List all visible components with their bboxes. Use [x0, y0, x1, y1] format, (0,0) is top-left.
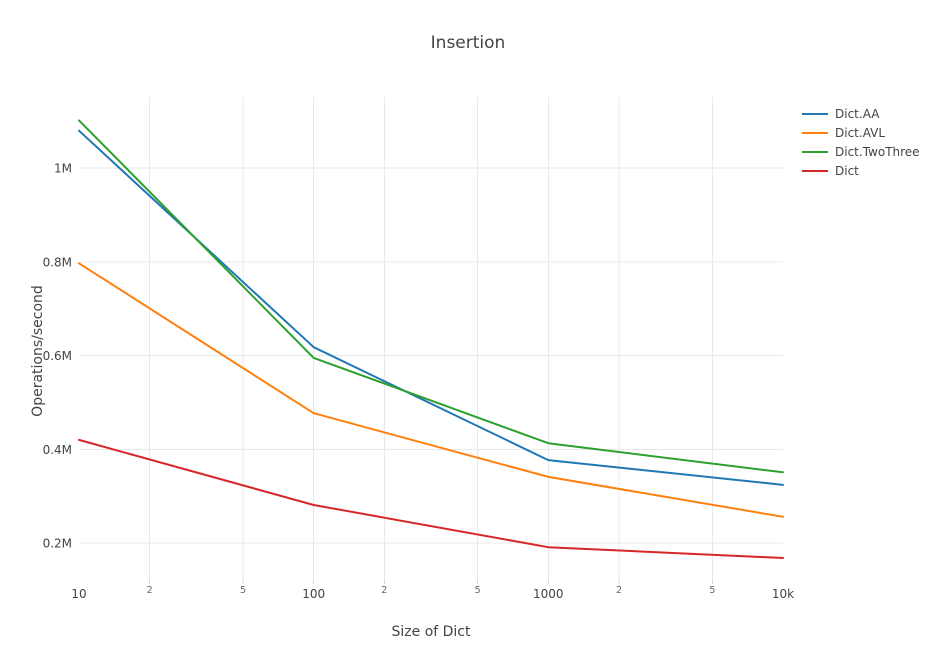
y-axis-title: Operations/second	[30, 285, 46, 417]
series-line-dict-avl	[78, 262, 784, 518]
series-line-dict-aa	[78, 129, 784, 486]
legend-label: Dict.AA	[835, 106, 880, 121]
x-tick-label: 10	[71, 587, 86, 601]
x-tick-label: 10k	[772, 587, 794, 601]
y-tick-label: 0.8M	[43, 255, 72, 269]
x-tick-label: 5	[709, 585, 715, 596]
legend-item-dict-twothree[interactable]: Dict.TwoThree	[802, 142, 920, 161]
series-line-dict-twothree	[78, 119, 784, 474]
series-line-dict	[78, 438, 784, 559]
legend: Dict.AA Dict.AVL Dict.TwoThree Dict	[802, 104, 920, 180]
y-tick-label: 0.4M	[43, 443, 72, 457]
x-tick-label: 2	[616, 585, 622, 596]
y-tick-label: 1M	[54, 162, 72, 176]
legend-label: Dict	[835, 163, 859, 178]
x-axis-title: Size of Dict	[391, 624, 471, 640]
y-tick-label: 0.2M	[43, 537, 72, 551]
legend-item-dict[interactable]: Dict	[802, 161, 920, 180]
legend-item-dict-avl[interactable]: Dict.AVL	[802, 123, 920, 142]
x-tick-label: 1000	[533, 587, 564, 601]
legend-line-swatch	[802, 131, 828, 134]
y-tick-label: 0.6M	[43, 349, 72, 363]
x-tick-label: 5	[475, 585, 481, 596]
x-tick-label: 2	[381, 585, 387, 596]
x-tick-label: 2	[147, 585, 153, 596]
legend-label: Dict.TwoThree	[835, 144, 920, 159]
legend-line-swatch	[802, 150, 828, 153]
x-tick-label: 5	[240, 585, 246, 596]
legend-line-swatch	[802, 169, 828, 172]
legend-line-swatch	[802, 112, 828, 115]
legend-item-dict-aa[interactable]: Dict.AA	[802, 104, 920, 123]
legend-label: Dict.AVL	[835, 125, 886, 140]
chart-title: Insertion	[430, 33, 506, 53]
x-tick-label: 100	[302, 587, 325, 601]
